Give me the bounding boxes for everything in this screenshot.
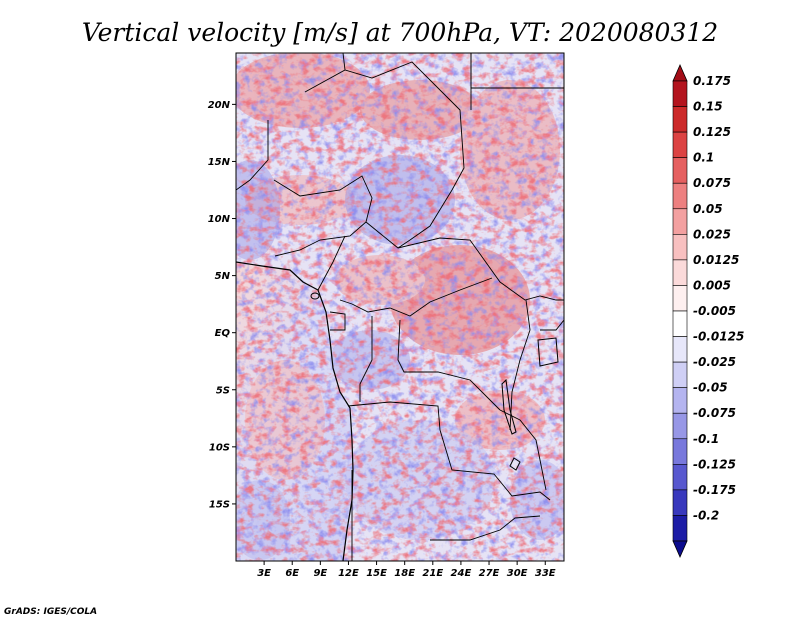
- latitude-axis: 20N 15N 10N 5N EQ 5S 10S 15S: [208, 100, 236, 510]
- colorbar-swatch: [672, 438, 688, 465]
- colorbar-label: 0.005: [693, 278, 731, 292]
- colorbar-swatch: [672, 412, 688, 440]
- colorbar-label: 0.15: [693, 100, 723, 114]
- lat-tick-label: EQ: [215, 328, 231, 339]
- colorbar-swatch: [672, 157, 688, 184]
- colorbar-label: 0.175: [693, 74, 731, 88]
- colorbar-top-arrow: [672, 64, 688, 82]
- colorbar-swatch: [672, 489, 688, 516]
- colorbar-label: 0.075: [693, 176, 731, 190]
- lon-tick-label: 12E: [338, 568, 359, 579]
- lon-tick-label: 9E: [313, 568, 327, 579]
- lat-tick-label: 5S: [216, 385, 230, 396]
- lon-tick-label: 33E: [535, 568, 556, 579]
- colorbar: 0.175 0.15 0.125 0.1 0.075 0.05 0.025 0.0125 0.0…: [672, 64, 744, 558]
- colorbar-label: 0.0125: [693, 253, 739, 267]
- lakes: [310, 292, 559, 471]
- lat-tick-label: 20N: [208, 100, 231, 111]
- velocity-field-texture: [236, 53, 564, 561]
- colorbar-swatch: [672, 234, 688, 261]
- colorbar-label: -0.125: [693, 457, 736, 471]
- lon-tick-label: 30E: [507, 568, 528, 579]
- colorbar-label: -0.1: [693, 432, 719, 446]
- colorbar-label: 0.05: [693, 202, 723, 216]
- lon-tick-label: 6E: [285, 568, 299, 579]
- colorbar-label: 0.025: [693, 227, 731, 241]
- map-frame: [235, 52, 565, 562]
- colorbar-label: -0.005: [693, 304, 736, 318]
- lat-tick-label: 15S: [209, 499, 230, 510]
- colorbar-label: -0.175: [693, 483, 736, 497]
- colorbar-swatch: [672, 131, 688, 158]
- colorbar-swatch: [672, 259, 688, 286]
- lon-tick-label: 15E: [366, 568, 387, 579]
- colorbar-label: -0.025: [693, 355, 736, 369]
- colorbar-label: 0.125: [693, 125, 731, 139]
- country-borders: [236, 53, 564, 561]
- lon-tick-label: 27E: [479, 568, 500, 579]
- colorbar-swatch: [672, 285, 688, 312]
- colorbar-swatch: [672, 464, 688, 491]
- lat-tick-label: 10S: [209, 442, 230, 453]
- colorbar-swatch: [672, 336, 688, 363]
- lon-tick-label: 3E: [257, 568, 271, 579]
- colorbar-bottom-arrow: [672, 540, 688, 558]
- lat-tick-label: 10N: [208, 214, 231, 225]
- lon-tick-label: 21E: [422, 568, 443, 579]
- lon-tick-label: 18E: [394, 568, 415, 579]
- colorbar-swatch: [672, 80, 688, 107]
- map-panel: 20N 15N 10N 5N EQ 5S 10S 15S 3E 6E 9E 12E 15E 18E 21E…: [208, 52, 565, 579]
- colorbar-swatch: [672, 387, 688, 414]
- colorbar-swatch: [672, 310, 688, 337]
- colorbar-swatch: [672, 361, 688, 388]
- colorbar-swatch: [672, 515, 688, 542]
- colorbar-label: -0.05: [693, 381, 728, 395]
- chart-title: Vertical velocity [m/s] at 700hPa, VT: 2…: [82, 18, 718, 47]
- colorbar-label: -0.0125: [693, 330, 744, 344]
- lat-tick-label: 15N: [208, 157, 231, 168]
- grads-credit: GrADS: IGES/COLA: [4, 607, 97, 617]
- colorbar-label: -0.2: [693, 508, 719, 522]
- colorbar-label: -0.075: [693, 406, 736, 420]
- lon-tick-label: 24E: [451, 568, 472, 579]
- colorbar-swatch: [672, 106, 688, 133]
- longitude-axis: 3E 6E 9E 12E 15E 18E 21E 24E 27E 30E 33E: [257, 561, 556, 579]
- colorbar-label: 0.1: [693, 151, 714, 165]
- colorbar-swatch: [672, 182, 688, 210]
- lat-tick-label: 5N: [215, 271, 231, 282]
- colorbar-swatch: [672, 208, 688, 235]
